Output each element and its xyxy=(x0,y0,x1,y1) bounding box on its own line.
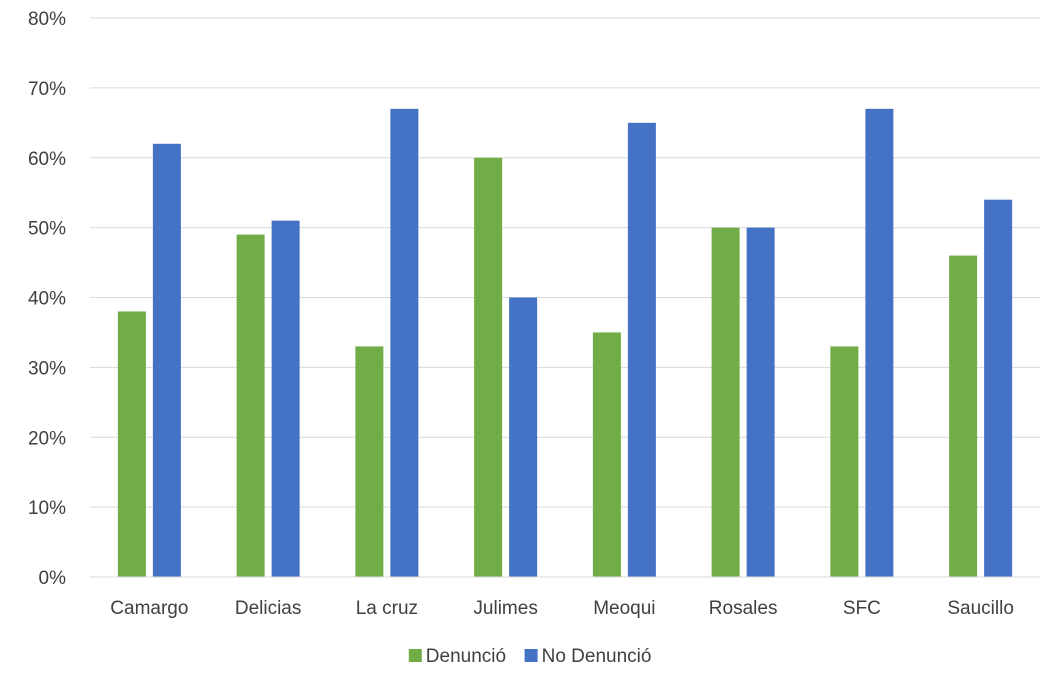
y-tick-label: 40% xyxy=(28,289,66,310)
bar-no-denunció-meoqui xyxy=(627,122,656,577)
bar-denunció-meoqui xyxy=(592,332,621,577)
legend-label: Denunció xyxy=(426,646,506,667)
bar-no-denunció-sfc xyxy=(865,108,894,578)
bar-denunció-rosales xyxy=(711,227,740,577)
x-category-label: Meoqui xyxy=(593,598,655,619)
bar-no-denunció-saucillo xyxy=(984,199,1013,578)
bar-no-denunció-la-cruz xyxy=(390,108,419,578)
y-tick-label: 60% xyxy=(28,149,66,170)
bar-no-denunció-camargo xyxy=(152,143,181,577)
y-tick-label: 10% xyxy=(28,498,66,519)
y-tick-label: 30% xyxy=(28,358,66,379)
x-axis-category-labels: Camargo Delicias La cruz Julimes Meoqui Rosal… xyxy=(110,598,1014,619)
x-category-label: Julimes xyxy=(473,598,537,619)
x-category-label: Rosales xyxy=(709,598,778,619)
x-category-label: SFC xyxy=(843,598,881,619)
legend-label: No Denunció xyxy=(542,646,652,667)
bars xyxy=(117,108,1013,578)
y-tick-label: 20% xyxy=(28,428,66,449)
bar-no-denunció-delicias xyxy=(271,220,300,577)
legend: Denunció No Denunció xyxy=(408,646,652,667)
legend-swatch xyxy=(408,649,422,662)
bar-denunció-saucillo xyxy=(949,255,978,577)
y-tick-label: 0% xyxy=(39,568,67,589)
bar-no-denunció-julimes xyxy=(509,297,538,577)
bar-denunció-la-cruz xyxy=(355,346,384,577)
x-category-label: La cruz xyxy=(356,598,418,619)
x-category-label: Delicias xyxy=(235,598,302,619)
bar-no-denunció-rosales xyxy=(746,227,775,577)
y-tick-label: 70% xyxy=(28,79,66,100)
y-tick-label: 80% xyxy=(28,9,66,30)
bar-denunció-sfc xyxy=(830,346,859,577)
y-axis-tick-labels: 0% 10% 20% 30% 40% 50% 60% 70% 80% xyxy=(28,9,66,589)
bar-denunció-julimes xyxy=(474,157,503,577)
bar-denunció-camargo xyxy=(117,311,146,577)
x-category-label: Camargo xyxy=(110,598,188,619)
x-category-label: Saucillo xyxy=(947,598,1014,619)
legend-swatch xyxy=(524,649,538,662)
y-tick-label: 50% xyxy=(28,219,66,240)
gridlines xyxy=(90,17,1040,508)
bar-denunció-delicias xyxy=(236,234,265,578)
